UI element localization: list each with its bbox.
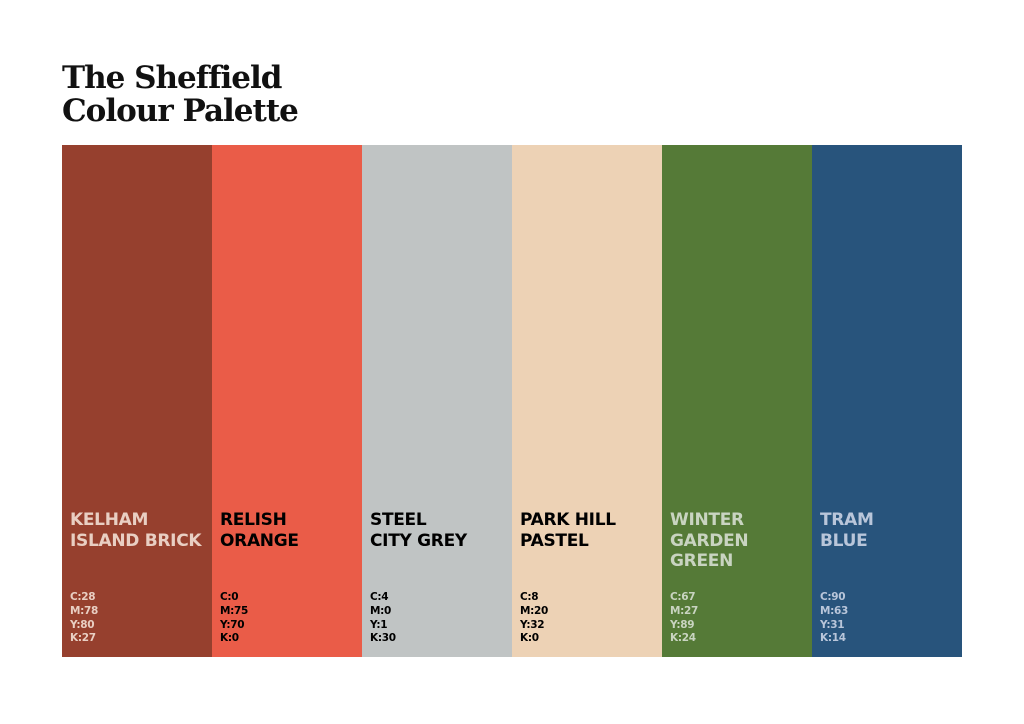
swatch-name-line: Steel	[370, 510, 427, 530]
cmyk-value: M:0	[370, 604, 392, 617]
swatch-name-line: Tram	[820, 510, 874, 530]
cmyk-values: C:8 M:20 Y:32 K:0	[520, 591, 548, 646]
swatch-name: Steel City Grey	[370, 510, 467, 551]
swatch-name-line: Kelham	[70, 510, 149, 530]
colour-swatch: Kelham Island Brick C:28 M:78 Y:80 K:27	[62, 145, 212, 657]
swatch-name: Relish Orange	[220, 510, 299, 551]
swatch-name: Winter Garden Green	[670, 510, 749, 572]
cmyk-value: M:20	[520, 604, 549, 617]
cmyk-value: C:4	[370, 591, 389, 603]
swatch-name: Park Hill Pastel	[520, 510, 616, 551]
colour-swatch: Winter Garden Green C:67 M:27 Y:89 K:24	[662, 145, 812, 657]
cmyk-value: C:8	[520, 591, 539, 603]
cmyk-value: Y:31	[820, 618, 845, 631]
cmyk-values: C:90 M:63 Y:31 K:14	[820, 591, 848, 646]
title-line-1: The Sheffield	[62, 60, 282, 96]
swatch-name-line: Pastel	[520, 530, 589, 551]
cmyk-value: Y:32	[520, 618, 545, 631]
swatch-name-line: City Grey	[370, 530, 467, 551]
swatch-name-line: Relish	[220, 510, 287, 530]
poster-title: The Sheffield Colour Palette	[62, 60, 299, 129]
cmyk-value: K:0	[220, 632, 239, 645]
cmyk-value: M:27	[670, 604, 699, 617]
cmyk-value: M:78	[70, 604, 99, 617]
cmyk-values: C:4 M:0 Y:1 K:30	[370, 591, 396, 646]
cmyk-value: K:14	[820, 632, 846, 645]
cmyk-value: M:63	[820, 604, 849, 617]
swatch-name-line: Winter	[670, 510, 744, 530]
colour-swatch: Steel City Grey C:4 M:0 Y:1 K:30	[362, 145, 512, 657]
swatch-name-line: Orange	[220, 530, 299, 551]
cmyk-value: C:28	[70, 591, 96, 603]
cmyk-values: C:0 M:75 Y:70 K:0	[220, 591, 248, 646]
cmyk-value: K:30	[370, 632, 396, 645]
cmyk-value: Y:89	[670, 618, 695, 631]
cmyk-value: C:67	[670, 591, 696, 603]
cmyk-value: M:75	[220, 604, 249, 617]
colour-swatches: Kelham Island Brick C:28 M:78 Y:80 K:27 Relish…	[62, 145, 962, 657]
swatch-name-line: Park Hill	[520, 510, 616, 530]
cmyk-value: C:90	[820, 591, 846, 603]
colour-swatch: Tram Blue C:90 M:63 Y:31 K:14	[812, 145, 962, 657]
cmyk-value: K:24	[670, 632, 696, 645]
swatch-name-line: Blue	[820, 530, 868, 551]
swatch-name: Kelham Island Brick	[70, 510, 202, 551]
cmyk-values: C:67 M:27 Y:89 K:24	[670, 591, 698, 646]
colour-swatch: Park Hill Pastel C:8 M:20 Y:32 K:0	[512, 145, 662, 657]
cmyk-values: C:28 M:78 Y:80 K:27	[70, 591, 98, 646]
title-line-2: Colour Palette	[62, 93, 299, 129]
cmyk-value: K:27	[70, 632, 96, 645]
swatch-name-line: Island Brick	[70, 530, 202, 551]
colour-swatch: Relish Orange C:0 M:75 Y:70 K:0	[212, 145, 362, 657]
cmyk-value: Y:1	[370, 618, 388, 631]
swatch-name: Tram Blue	[820, 510, 874, 551]
swatch-name-line: Green	[670, 551, 733, 571]
cmyk-value: Y:80	[70, 618, 95, 631]
cmyk-value: C:0	[220, 591, 239, 603]
cmyk-value: K:0	[520, 632, 539, 645]
swatch-name-line: Garden	[670, 530, 749, 551]
cmyk-value: Y:70	[220, 618, 245, 631]
